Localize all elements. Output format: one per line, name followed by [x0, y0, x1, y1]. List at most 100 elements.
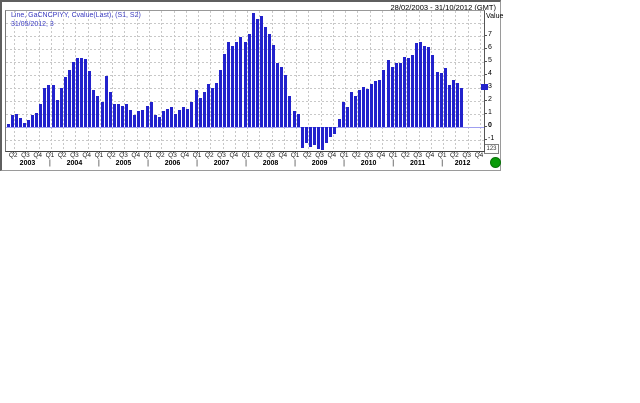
- v-gridline: [296, 11, 298, 151]
- bar: [268, 34, 272, 127]
- bar: [439, 73, 443, 127]
- bar: [443, 68, 447, 127]
- quarter-label: Q1: [143, 152, 153, 159]
- year-label: 2004: [66, 160, 83, 167]
- y-tick-label: 6: [488, 43, 492, 51]
- quarter-label: Q1: [437, 152, 447, 159]
- quarter-label: Q3: [315, 152, 324, 159]
- bar: [304, 127, 308, 143]
- v-gridline: [455, 11, 457, 151]
- bar: [292, 111, 296, 127]
- bar: [415, 43, 419, 127]
- bar: [451, 80, 455, 127]
- quarter-label: Q3: [462, 152, 471, 159]
- bar: [382, 69, 386, 127]
- v-gridline: [14, 11, 16, 151]
- h-gridline: [6, 140, 484, 142]
- bar: [80, 57, 84, 127]
- v-gridline: [369, 11, 371, 151]
- bar: [435, 72, 439, 127]
- bar: [71, 61, 75, 127]
- bar: [129, 110, 133, 127]
- bar: [96, 95, 100, 127]
- bar: [263, 26, 267, 127]
- bar: [431, 55, 435, 127]
- quarter-label: Q3: [21, 152, 30, 159]
- bar: [337, 119, 341, 127]
- bar: [170, 107, 174, 127]
- quarter-label: Q2: [450, 152, 459, 159]
- bar: [394, 63, 398, 127]
- quarter-label: Q2: [8, 152, 18, 159]
- bar: [47, 85, 51, 127]
- bar: [349, 91, 353, 127]
- quarter-label: Q1: [241, 152, 251, 159]
- v-gridline: [394, 11, 396, 151]
- v-gridline: [308, 11, 310, 151]
- y-tick-label: 0: [488, 122, 492, 129]
- bar: [137, 111, 141, 127]
- bar: [308, 127, 312, 147]
- bar: [288, 95, 292, 127]
- bar: [300, 127, 304, 148]
- bar: [251, 13, 255, 127]
- quarter-label: Q3: [168, 152, 177, 159]
- quarter-label: Q4: [376, 152, 386, 159]
- bar: [219, 69, 223, 127]
- quarter-label: Q3: [217, 152, 226, 159]
- bar: [43, 87, 47, 127]
- y-tick-label: 4: [488, 69, 492, 77]
- quarter-label: Q4: [425, 152, 435, 159]
- quarter-label: Q1: [45, 152, 55, 159]
- bar: [51, 85, 55, 127]
- bar: [296, 113, 300, 127]
- bar: [235, 42, 239, 127]
- bar: [202, 91, 206, 127]
- bar: [14, 113, 18, 127]
- quarter-label: Q4: [229, 152, 239, 159]
- bar: [456, 82, 459, 127]
- bar: [31, 115, 35, 127]
- y-tick-label: 1: [488, 108, 492, 116]
- year-separator: |: [98, 160, 100, 167]
- bar: [447, 85, 451, 127]
- year-separator: |: [343, 160, 346, 167]
- quarter-label: Q3: [70, 152, 79, 159]
- bar: [133, 115, 137, 127]
- v-gridline: [198, 11, 200, 151]
- v-gridline: [430, 11, 432, 151]
- bar: [35, 112, 39, 127]
- bar: [104, 76, 108, 127]
- bar: [141, 110, 145, 127]
- v-gridline: [332, 11, 334, 151]
- quarter-label: Q2: [302, 152, 312, 159]
- year-label: 2012: [454, 160, 471, 167]
- quarter-label: Q2: [155, 152, 165, 159]
- v-gridline: [38, 11, 40, 151]
- bar: [362, 86, 366, 127]
- bar: [243, 42, 247, 127]
- value-axis-format-button[interactable]: 123: [484, 144, 499, 154]
- year-separator: |: [392, 160, 395, 167]
- year-label: 2010: [360, 160, 377, 167]
- quarter-label: Q4: [82, 152, 92, 159]
- bar: [276, 63, 280, 127]
- bar: [116, 103, 120, 127]
- v-gridline: [320, 11, 322, 151]
- v-gridline: [148, 11, 150, 151]
- bar: [84, 59, 88, 127]
- year-separator: |: [294, 160, 296, 167]
- bar: [157, 116, 161, 127]
- year-separator: |: [245, 160, 247, 167]
- year-label: 2006: [164, 160, 181, 167]
- bar: [92, 90, 96, 127]
- bar: [423, 46, 427, 127]
- quarter-label: Q1: [388, 152, 398, 159]
- v-gridline: [418, 11, 420, 151]
- legend-series-line: Line, GaCNCPIYY, Cvalue(Last), (S1, S2): [11, 12, 141, 19]
- bar: [411, 55, 415, 127]
- v-gridline: [161, 11, 163, 151]
- plot-area[interactable]: [5, 10, 485, 152]
- quarter-label: Q1: [290, 152, 300, 159]
- bar: [329, 127, 333, 138]
